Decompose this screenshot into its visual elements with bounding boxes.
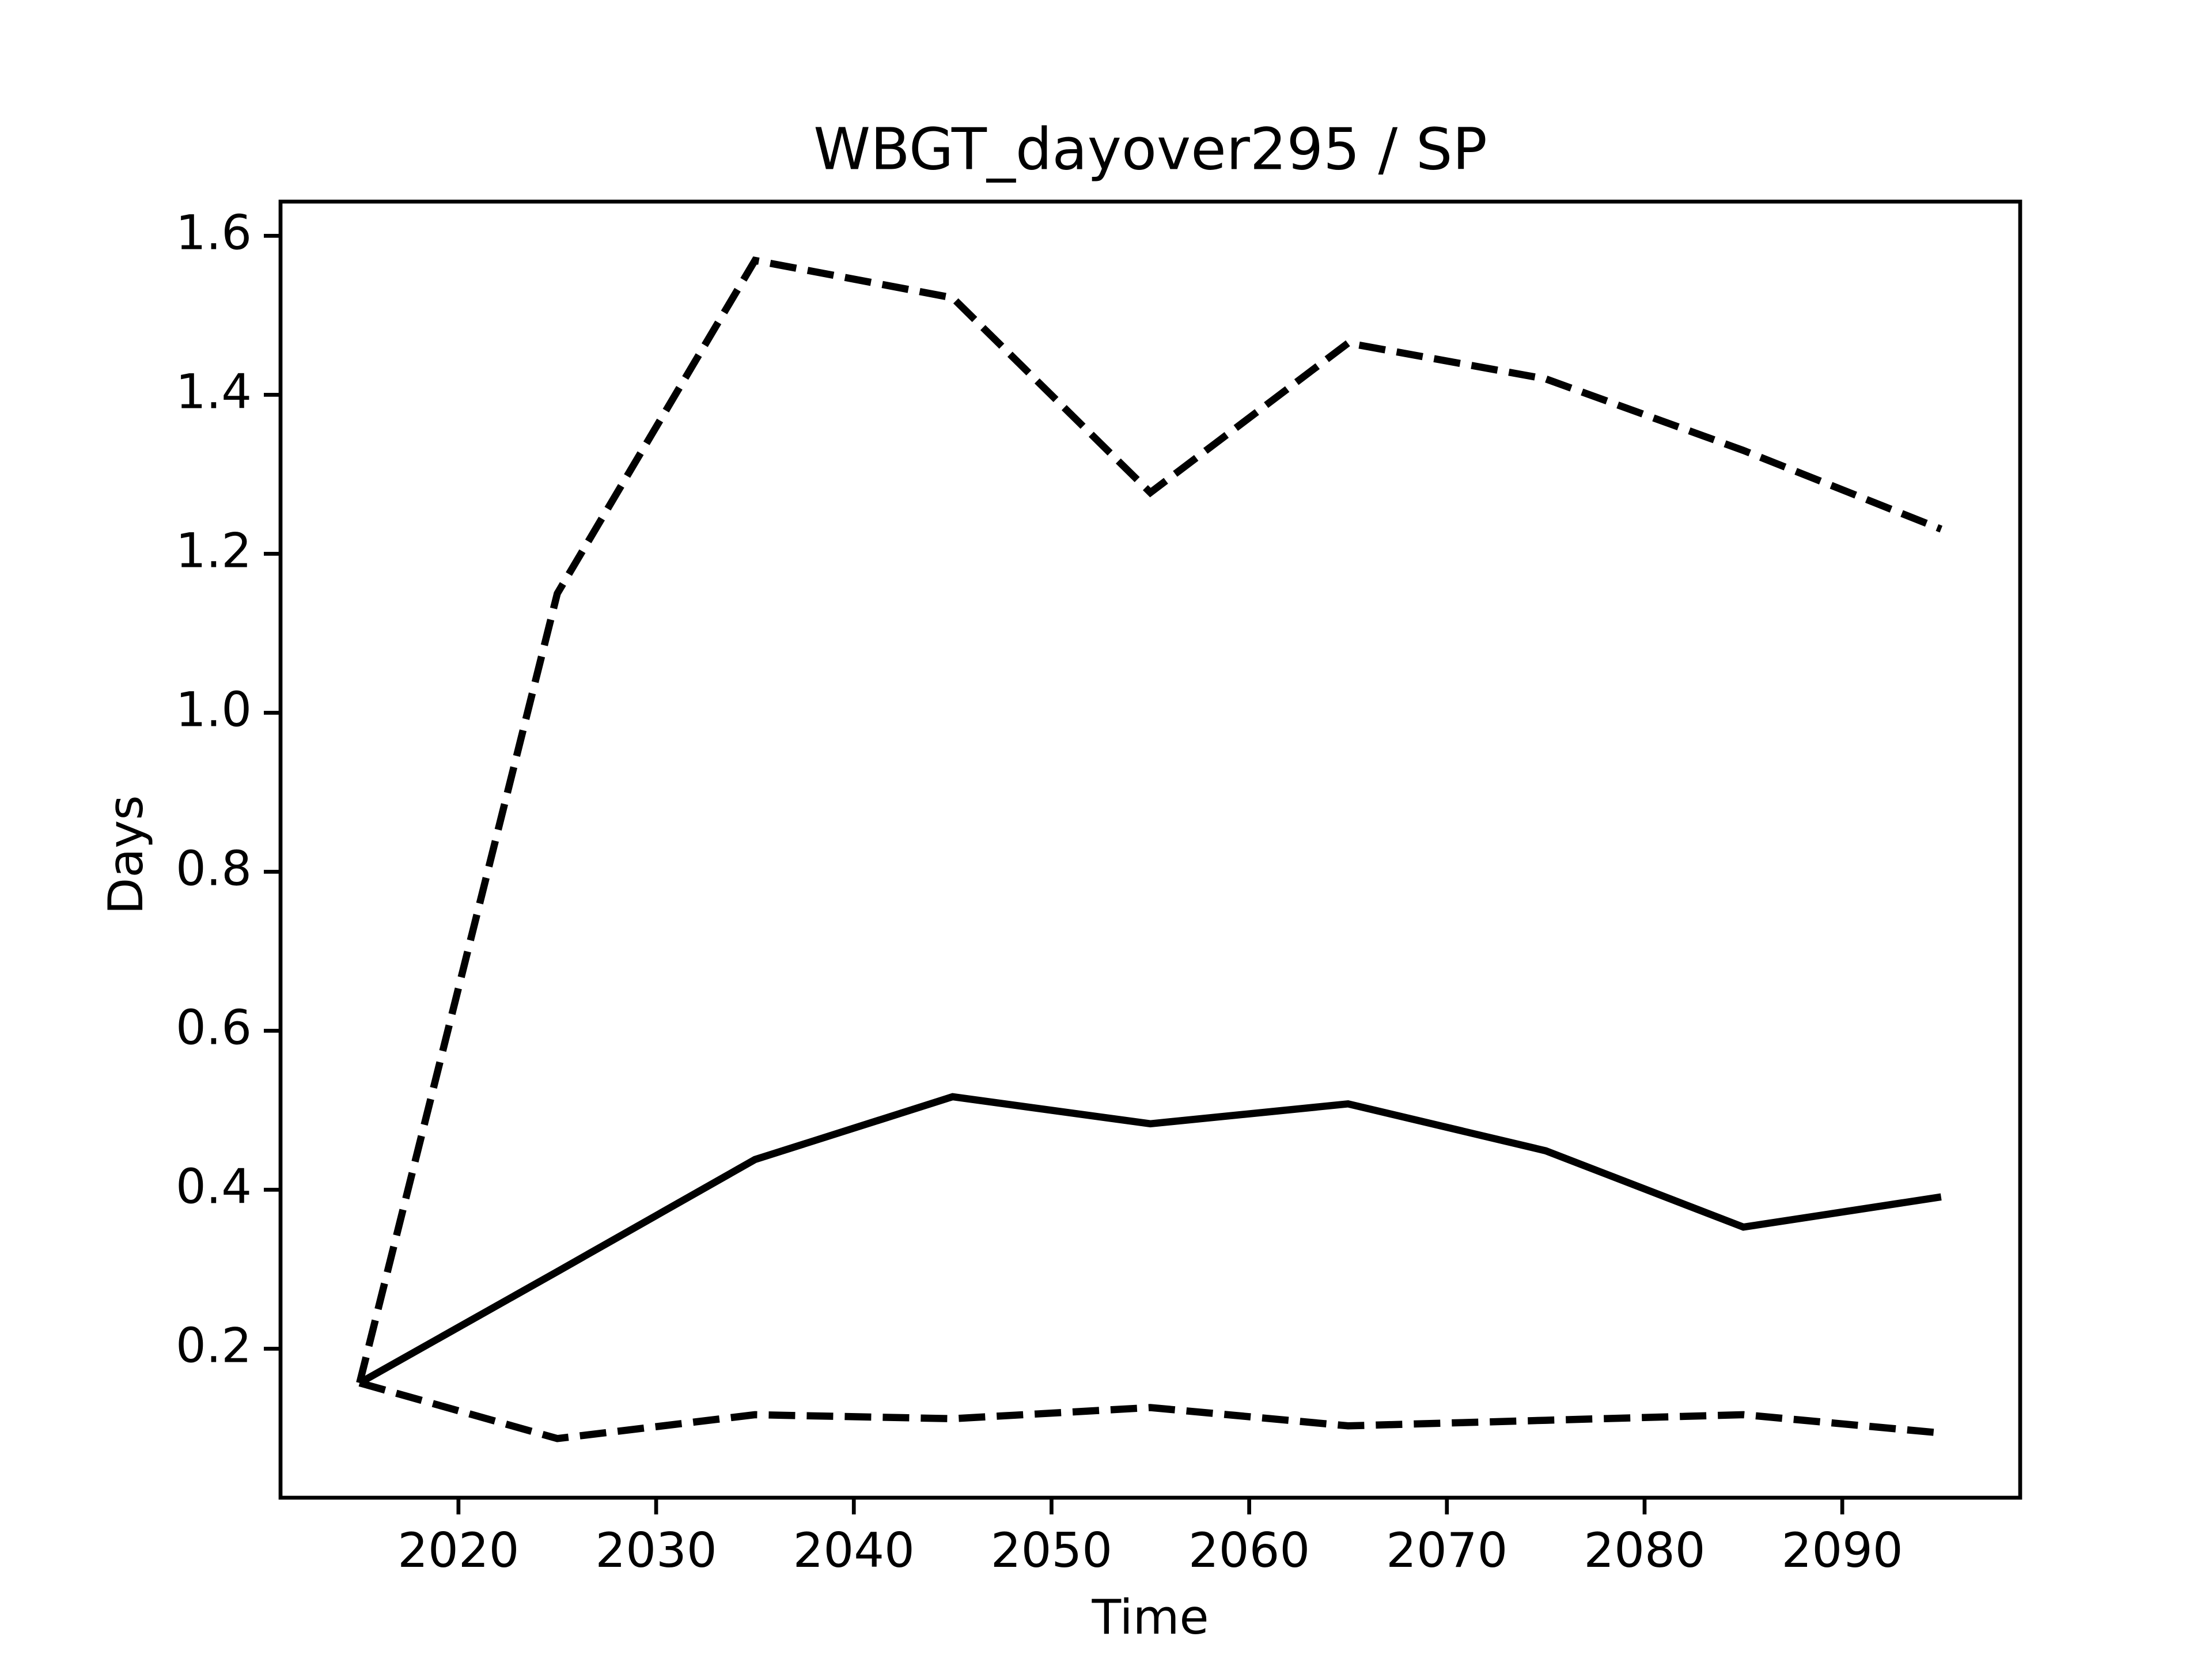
y-tick-label: 0.6 xyxy=(176,999,252,1055)
y-tick-label: 1.6 xyxy=(176,204,252,260)
x-tick-label: 2020 xyxy=(397,1522,519,1578)
x-tick-label: 2060 xyxy=(1188,1522,1310,1578)
x-tick-label: 2040 xyxy=(793,1522,915,1578)
x-tick-label: 2050 xyxy=(991,1522,1112,1578)
series-line xyxy=(356,256,1943,1384)
x-tick-label: 2070 xyxy=(1386,1522,1508,1578)
series-line xyxy=(358,1093,1942,1387)
y-tick-label: 1.4 xyxy=(176,363,252,419)
chart-title: WBGT_dayover295 / SP xyxy=(813,115,1487,183)
x-tick-label: 2030 xyxy=(595,1522,717,1578)
y-axis-label: Days xyxy=(98,795,154,914)
x-tick-label: 2090 xyxy=(1782,1522,1903,1578)
x-tick-label: 2080 xyxy=(1584,1522,1705,1578)
plot-frame xyxy=(278,199,2022,1500)
x-axis-label: Time xyxy=(1091,1589,1209,1645)
y-tick-label: 1.0 xyxy=(176,681,252,737)
y-tick-label: 0.2 xyxy=(176,1317,252,1373)
y-tick-label: 0.4 xyxy=(176,1158,252,1214)
y-tick-label: 1.2 xyxy=(176,522,252,578)
series-line xyxy=(358,1379,1942,1442)
y-tick-label: 0.8 xyxy=(176,840,252,896)
